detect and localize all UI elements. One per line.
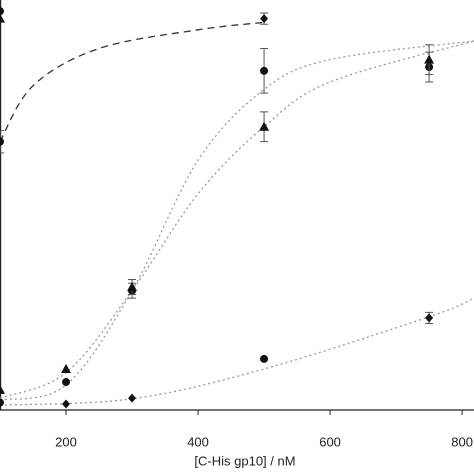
- error-bar: [0, 129, 4, 154]
- fit-curve: [0, 40, 474, 401]
- x-tick-label: 400: [187, 434, 209, 449]
- data-point: [260, 66, 269, 75]
- x-tick-label: 200: [55, 434, 77, 449]
- data-point: [62, 378, 71, 387]
- x-tick-label: 600: [319, 434, 341, 449]
- data-point: [62, 399, 71, 409]
- fit-curve: [0, 21, 265, 142]
- data-point: [259, 121, 270, 131]
- data-point: [0, 398, 4, 407]
- data-point: [0, 13, 5, 23]
- data-point: [260, 354, 269, 363]
- x-axis-label: [C-His gp10] / nM: [194, 453, 295, 468]
- data-point: [128, 393, 137, 403]
- data-point: [61, 364, 72, 373]
- data-point: [260, 14, 269, 24]
- fit-curve: [0, 297, 474, 406]
- data-point: [425, 313, 434, 323]
- x-tick-label: 800: [451, 434, 473, 449]
- data-point: [0, 137, 4, 146]
- data-point: [0, 384, 5, 394]
- data-point: [424, 54, 435, 64]
- fit-curve: [0, 40, 474, 399]
- data-point: [0, 7, 4, 16]
- data-point: [127, 282, 138, 291]
